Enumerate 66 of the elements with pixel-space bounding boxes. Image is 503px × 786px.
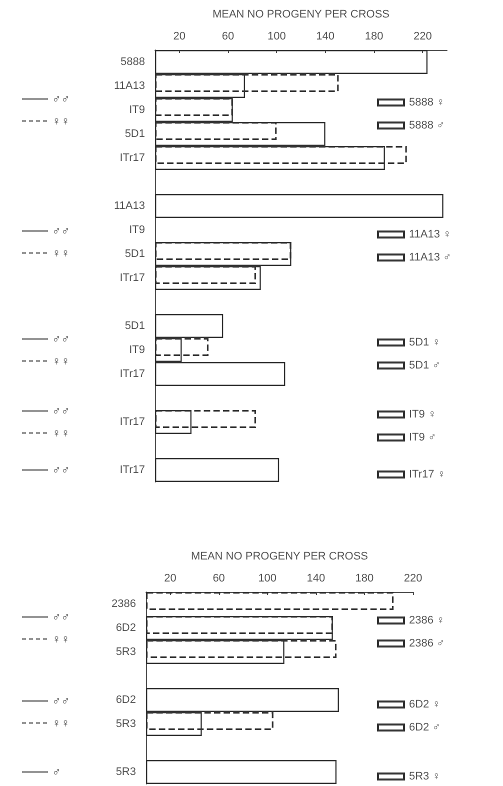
y-tick-label: 6D2 [116,622,136,634]
legend-label: 5888 ♂ [409,120,445,132]
text: ♀♀ [52,426,70,440]
y-tick-label: 5D1 [124,320,145,332]
text: ♀♀ [52,632,70,646]
bar [146,592,394,610]
text: ♀♀ [52,354,70,368]
y-tick-label: 2386 [112,598,136,610]
x-tick-label: 220 [404,572,422,584]
x-tick-label: 20 [173,30,186,42]
text: ♂♂ [52,610,70,624]
legend-label: 5R3 ♀ [409,770,440,782]
bar [155,458,280,482]
x-tick-label: 220 [413,30,432,42]
y-tick-label: IT9 [129,104,145,116]
legend-label: 6D2 ♂ [409,722,440,734]
y-tick-label: 11A13 [114,80,145,92]
x-tick-label: 180 [364,30,384,42]
y-tick-label: 5888 [120,56,145,68]
bar [155,194,444,218]
text: ♀♀ [52,114,70,128]
y-tick-label: ITr17 [120,272,145,284]
x-tick-label: 60 [222,30,234,42]
text: ♀♀ [52,246,70,260]
y-tick-label: ITr17 [120,464,145,476]
legend-label: ITr17 ♀ [409,468,446,480]
x-tick-label: 20 [164,572,176,584]
y-tick-label: ITr17 [120,416,145,428]
legend-label: 5D1 ♂ [409,360,440,372]
x-axis-title: MEAN NO PROGENY PER CROSS [212,8,390,20]
y-tick-label: 5D1 [124,248,145,260]
legend-label: 2386 ♀ [409,614,445,626]
legend-label: 2386 ♂ [409,638,445,650]
text: ♂♂ [52,224,70,238]
y-tick-label: 11A13 [114,200,145,212]
text: ♂♂ [52,694,70,708]
x-tick-label: 60 [212,572,225,584]
legend-label: 5D1 ♀ [409,336,440,348]
legend-label: 11A13 ♂ [409,252,452,264]
text: ♀♀ [52,716,70,730]
y-tick-label: 5D1 [124,128,145,140]
legend-label: IT9 ♂ [409,432,436,444]
y-tick-label: 5R3 [116,718,136,730]
x-tick-label: 140 [316,30,335,42]
x-tick-label: 180 [355,572,374,584]
x-axis-title: MEAN NO PROGENY PER CROSS [190,550,368,562]
legend-label: IT9 ♀ [409,408,436,420]
text: ♂ [52,765,61,779]
y-tick-label: 6D2 [116,694,136,706]
legend-label: 5888 ♀ [409,96,445,108]
x-tick-label: 100 [267,30,286,42]
legend-label: 11A13 ♀ [409,228,452,240]
y-tick-label: ITr17 [120,152,145,164]
y-tick-label: 5R3 [116,646,136,658]
y-tick-label: IT9 [129,344,145,356]
text: ♂♂ [52,92,70,106]
y-tick-label: IT9 [129,224,145,236]
text: ♂♂ [52,463,70,477]
x-tick-label: 100 [258,572,277,584]
text: ♂♂ [52,404,70,418]
y-tick-label: ITr17 [120,368,145,380]
legend-label: 6D2 ♀ [409,698,440,710]
y-tick-label: 5R3 [116,766,136,778]
x-tick-label: 140 [306,572,326,584]
text: ♂♂ [52,332,70,346]
bar [146,760,337,784]
